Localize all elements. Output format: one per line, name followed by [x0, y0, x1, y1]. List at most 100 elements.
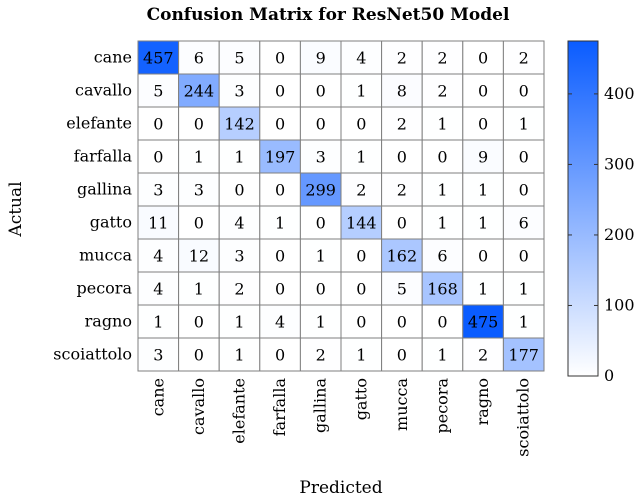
heatmap-cell-value: 457 — [143, 49, 174, 68]
heatmap-cell-value: 0 — [519, 181, 529, 200]
heatmap-cell — [502, 40, 545, 75]
heatmap-cell-value: 0 — [194, 313, 204, 332]
heatmap-cell-value: 1 — [519, 115, 529, 134]
x-tick-label: elefante — [230, 378, 249, 444]
heatmap-cell-value: 3 — [234, 247, 244, 266]
heatmap-cell-value: 0 — [153, 148, 163, 167]
heatmap-cell-value: 5 — [397, 280, 407, 299]
heatmap-cell-value: 1 — [194, 280, 204, 299]
heatmap-cell — [178, 172, 220, 207]
heatmap-cell — [178, 304, 220, 339]
y-axis-label: Actual — [6, 181, 26, 237]
heatmap-cell — [137, 205, 180, 240]
y-tick-labels: cane cavallo elefante farfalla gallina gatto m… — [53, 48, 132, 364]
heatmap-cell-value: 6 — [519, 214, 529, 233]
y-tick-label: elefante — [66, 114, 132, 133]
heatmap-cell — [259, 238, 301, 273]
heatmap-cell — [299, 172, 342, 207]
heatmap-cell-value: 0 — [437, 313, 447, 332]
heatmap-cell-value: 0 — [519, 247, 529, 266]
heatmap-cell — [218, 205, 261, 240]
heatmap-cell-value: 3 — [153, 181, 163, 200]
colorbar: 0 100 200 300 400 — [567, 40, 635, 385]
heatmap-cell-value: 0 — [519, 148, 529, 167]
heatmap-cell-value: 1 — [519, 280, 529, 299]
heatmap-cell — [462, 205, 504, 240]
heatmap-cell — [340, 73, 383, 108]
heatmap-cell-value: 1 — [437, 115, 447, 134]
heatmap-cell — [178, 271, 220, 306]
heatmap-cell-value: 1 — [194, 148, 204, 167]
heatmap-cell — [462, 172, 504, 207]
heatmap-cell — [299, 271, 342, 306]
heatmap-cell-value: 0 — [478, 247, 488, 266]
heatmap-cell — [137, 40, 180, 75]
heatmap-cell-value: 0 — [275, 49, 285, 68]
heatmap-cell-value: 1 — [356, 148, 366, 167]
heatmap-cell-value: 0 — [275, 280, 285, 299]
heatmap-cell — [259, 205, 301, 240]
colorbar-tick-label: 0 — [604, 366, 614, 385]
heatmap-cell-value: 5 — [234, 49, 244, 68]
heatmap-cell — [137, 337, 180, 372]
heatmap-cell-value: 1 — [478, 181, 488, 200]
heatmap-cell — [259, 337, 301, 372]
heatmap-cell — [340, 139, 383, 174]
heatmap-cell — [421, 73, 464, 108]
heatmap-cell-value: 9 — [478, 148, 488, 167]
heatmap-cell-value: 0 — [397, 148, 407, 167]
y-tick-label: pecora — [77, 279, 133, 298]
heatmap-cell-value: 0 — [478, 115, 488, 134]
y-tick-label: gatto — [90, 213, 132, 232]
heatmap-cell-value: 0 — [478, 49, 488, 68]
x-tick-label: cavallo — [189, 378, 208, 435]
heatmap-cell-value: 1 — [316, 247, 326, 266]
heatmap-cell-value: 0 — [275, 346, 285, 365]
heatmap-cell-value: 0 — [397, 346, 407, 365]
heatmap-cell-value: 2 — [437, 82, 447, 101]
heatmap-cell — [137, 106, 180, 141]
heatmap-cell-value: 11 — [148, 214, 168, 233]
x-tick-labels: cane cavallo elefante farfalla gallina gatto m… — [148, 378, 532, 457]
heatmap-cell — [421, 172, 464, 207]
heatmap-cell-value: 197 — [265, 148, 296, 167]
y-tick-label: cane — [94, 48, 132, 67]
heatmap-cell-value: 2 — [519, 49, 529, 68]
heatmap-cell — [178, 106, 220, 141]
heatmap-cell-value: 0 — [478, 82, 488, 101]
heatmap-cell-value: 0 — [397, 313, 407, 332]
heatmap-cell — [259, 73, 301, 108]
heatmap-cell-value: 0 — [356, 313, 366, 332]
heatmap-cell-value: 1 — [437, 181, 447, 200]
heatmap-cell — [340, 40, 383, 75]
heatmap-cell-value: 244 — [184, 82, 215, 101]
heatmap-cells: 457 6 5 0 9 4 2 2 0 25 244 3 0 0 1 8 2 0 00 0 142 0 0 0 2 1 0 10 1 1 1… — [137, 40, 545, 372]
y-tick-label: mucca — [79, 246, 132, 265]
heatmap-cell — [421, 337, 464, 372]
heatmap-cell — [502, 73, 545, 108]
heatmap-cell-value: 6 — [437, 247, 447, 266]
heatmap-cell — [462, 73, 504, 108]
y-tick-label: scoiattolo — [53, 345, 132, 364]
heatmap-cell-value: 0 — [194, 115, 204, 134]
heatmap-cell-value: 3 — [153, 346, 163, 365]
heatmap-cell — [502, 304, 545, 339]
y-tick-label: cavallo — [75, 81, 132, 100]
colorbar-tick-label: 200 — [604, 225, 635, 244]
heatmap-cell-value: 2 — [397, 49, 407, 68]
heatmap-cell — [462, 238, 504, 273]
heatmap-cell-value: 0 — [153, 115, 163, 134]
x-tick-label: gatto — [351, 378, 370, 420]
heatmap-cell — [381, 106, 423, 141]
heatmap-cell — [462, 337, 504, 372]
heatmap-cell — [502, 337, 545, 372]
heatmap-cell — [381, 73, 423, 108]
x-tick-label: farfalla — [270, 378, 289, 437]
heatmap-cell-value: 2 — [234, 280, 244, 299]
heatmap-cell — [137, 139, 180, 174]
heatmap-cell — [137, 304, 180, 339]
heatmap-cell — [381, 337, 423, 372]
heatmap-cell-value: 0 — [316, 214, 326, 233]
heatmap-cell-value: 3 — [316, 148, 326, 167]
heatmap-cell — [299, 205, 342, 240]
